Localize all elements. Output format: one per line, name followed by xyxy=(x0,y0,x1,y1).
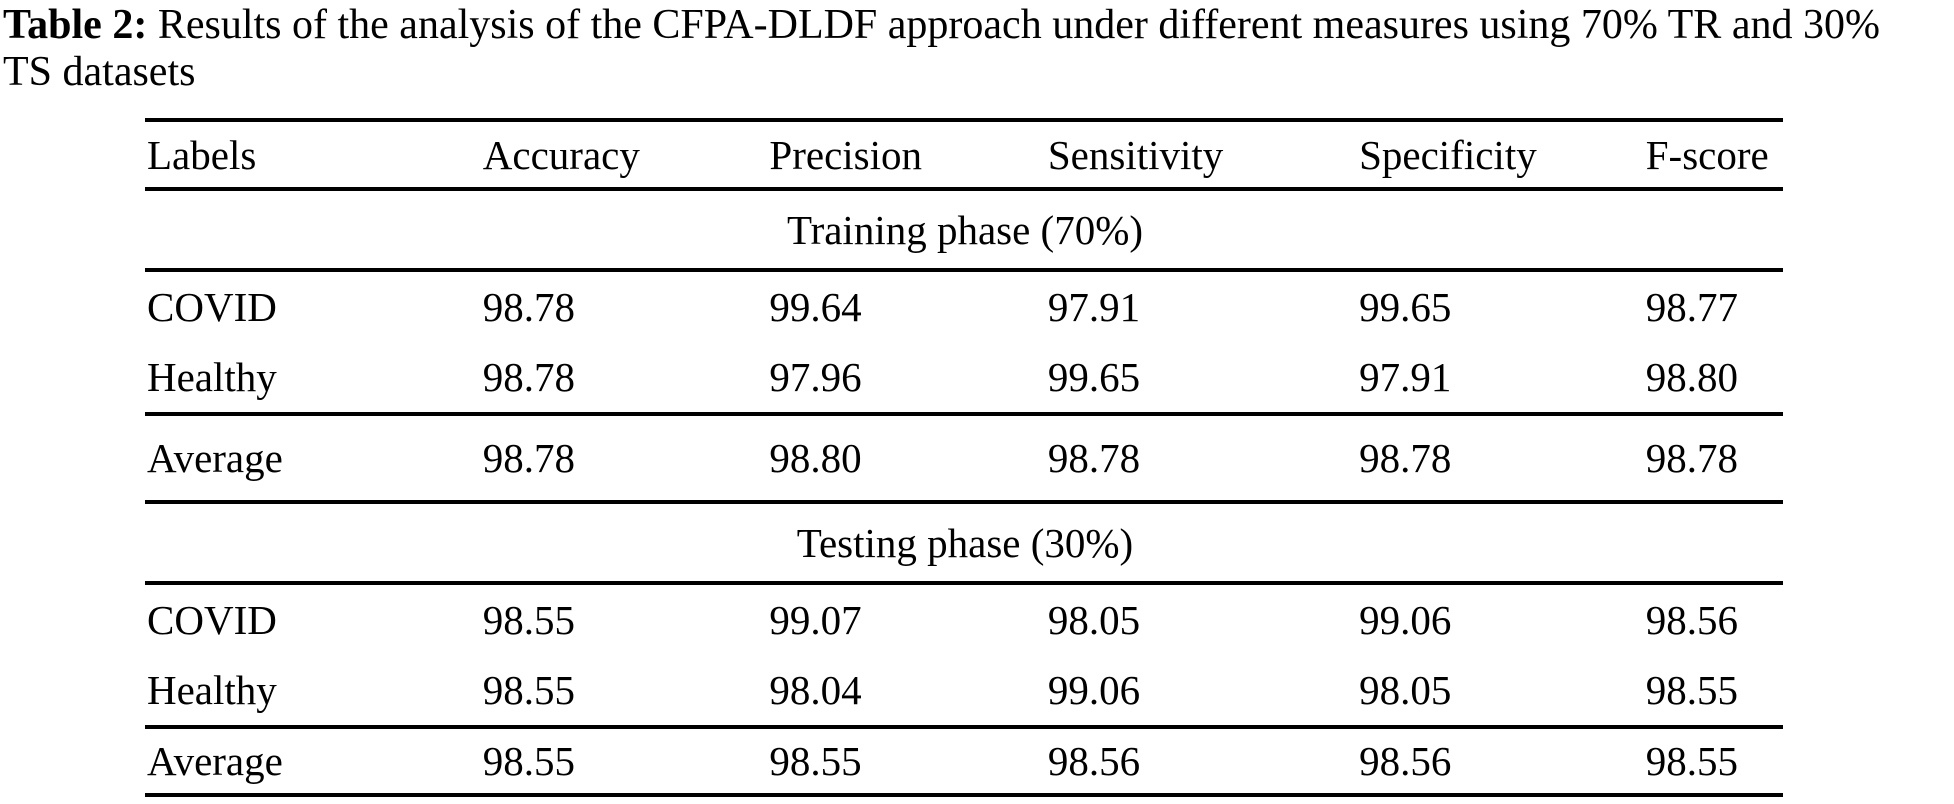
row-label: Healthy xyxy=(147,667,277,713)
column-header-sensitivity: Sensitivity xyxy=(1047,131,1224,178)
cell-value: 98.55 xyxy=(769,738,862,784)
table-caption: Table 2: Results of the analysis of the … xyxy=(0,0,1931,96)
cell-value: 98.78 xyxy=(1047,435,1141,481)
row-label: COVID xyxy=(147,597,277,643)
column-header-fscore: F-score xyxy=(1645,131,1769,178)
cell-value: 98.78 xyxy=(482,354,576,400)
cell-value: 98.55 xyxy=(482,597,576,643)
cell-value: 98.78 xyxy=(482,435,576,481)
cell-value: 99.64 xyxy=(769,284,862,330)
table-row-testing-healthy: Healthy 98.55 98.04 99.06 98.05 98.55 xyxy=(145,655,1783,725)
section-title: Testing phase (30%) xyxy=(796,519,1134,566)
column-header-specificity: Specificity xyxy=(1359,131,1537,178)
row-label: COVID xyxy=(147,284,277,330)
table-row-training-healthy: Healthy 98.78 97.96 99.65 97.91 98.80 xyxy=(145,342,1783,412)
cell-value: 98.05 xyxy=(1047,597,1141,643)
cell-value: 98.55 xyxy=(1645,738,1738,784)
column-header-accuracy: Accuracy xyxy=(482,131,640,178)
results-table: Labels Accuracy Precision Sensitivity Sp… xyxy=(145,118,1783,797)
column-header-precision: Precision xyxy=(769,131,923,178)
cell-value: 98.80 xyxy=(1645,354,1738,400)
cell-value: 98.56 xyxy=(1047,738,1141,784)
table-header-row: Labels Accuracy Precision Sensitivity Sp… xyxy=(145,118,1783,191)
cell-value: 99.65 xyxy=(1047,354,1141,400)
cell-value: 98.80 xyxy=(769,435,862,481)
cell-value: 98.78 xyxy=(1359,435,1452,481)
cell-value: 99.06 xyxy=(1359,597,1452,643)
cell-value: 98.55 xyxy=(482,667,576,713)
cell-value: 99.06 xyxy=(1047,667,1141,713)
row-label: Healthy xyxy=(147,354,277,400)
cell-value: 98.05 xyxy=(1359,667,1452,713)
row-label: Average xyxy=(147,738,283,784)
cell-value: 97.91 xyxy=(1359,354,1452,400)
cell-value: 98.04 xyxy=(769,667,862,713)
cell-value: 98.77 xyxy=(1645,284,1738,330)
cell-value: 99.07 xyxy=(769,597,862,643)
cell-value: 98.56 xyxy=(1645,597,1738,643)
table-caption-label: Table 2: xyxy=(3,2,148,48)
row-label: Average xyxy=(147,435,283,481)
table-row-training-covid: COVID 98.78 99.64 97.91 99.65 98.77 xyxy=(145,272,1783,342)
cell-value: 98.55 xyxy=(482,738,576,784)
cell-value: 98.78 xyxy=(1645,435,1738,481)
table-caption-text: Results of the analysis of the CFPA-DLDF… xyxy=(3,2,1880,95)
cell-value: 97.96 xyxy=(769,354,862,400)
cell-value: 98.55 xyxy=(1645,667,1738,713)
table-row-training-average: Average 98.78 98.80 98.78 98.78 98.78 xyxy=(145,412,1783,504)
cell-value: 97.91 xyxy=(1047,284,1141,330)
cell-value: 98.56 xyxy=(1359,738,1452,784)
table-row-testing-covid: COVID 98.55 99.07 98.05 99.06 98.56 xyxy=(145,585,1783,655)
section-title: Training phase (70%) xyxy=(786,206,1144,253)
column-header-labels: Labels xyxy=(147,131,257,178)
section-header-training: Training phase (70%) xyxy=(145,191,1783,272)
cell-value: 99.65 xyxy=(1359,284,1452,330)
table-row-testing-average: Average 98.55 98.55 98.56 98.56 98.55 xyxy=(145,725,1783,797)
section-header-testing: Testing phase (30%) xyxy=(145,504,1783,585)
cell-value: 98.78 xyxy=(482,284,576,330)
